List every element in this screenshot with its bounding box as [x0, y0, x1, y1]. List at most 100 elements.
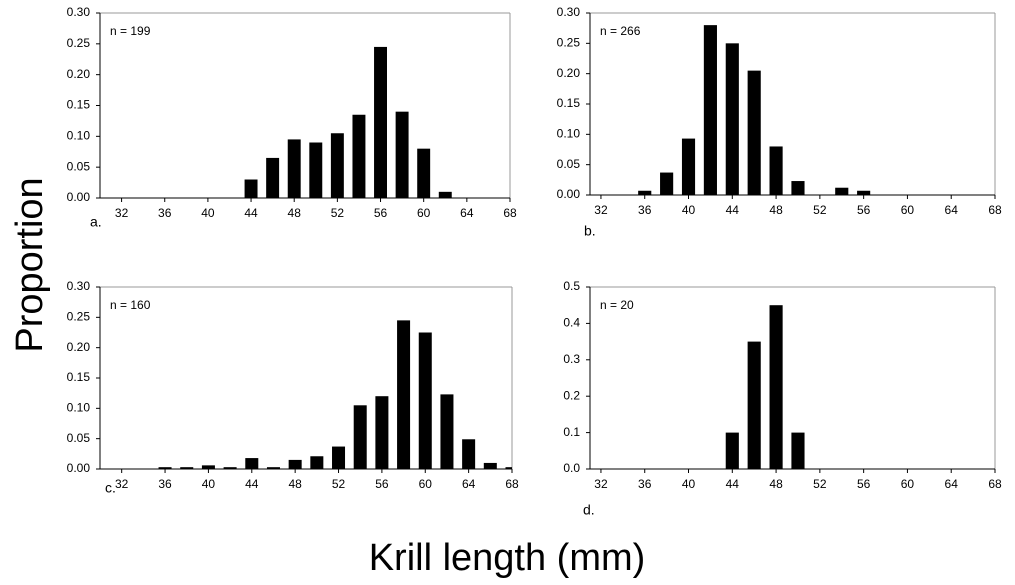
x-tick-label: 56: [375, 477, 389, 491]
panel-label: c.: [105, 480, 116, 496]
bar: [395, 111, 409, 198]
bar: [769, 146, 783, 195]
bar: [310, 456, 324, 469]
bar: [835, 187, 849, 195]
y-tick-label: 0.1: [563, 425, 580, 439]
y-tick-label: 0.30: [67, 5, 91, 19]
x-tick-label: 36: [638, 203, 652, 217]
bar: [288, 459, 302, 469]
y-tick-label: 0.00: [557, 187, 581, 201]
x-tick-label: 52: [813, 203, 827, 217]
y-tick-label: 0.15: [557, 96, 581, 110]
y-tick-label: 0.00: [67, 461, 91, 475]
y-tick-label: 0.15: [67, 370, 91, 384]
y-tick-label: 0.4: [563, 316, 580, 330]
x-tick-label: 60: [419, 477, 433, 491]
bar: [309, 142, 323, 198]
x-tick-label: 60: [901, 203, 915, 217]
bar: [703, 25, 717, 196]
x-tick-label: 68: [988, 477, 1002, 491]
x-tick-label: 68: [505, 477, 519, 491]
x-tick-label: 36: [638, 477, 652, 491]
y-tick-label: 0.30: [67, 279, 91, 293]
y-tick-label: 0.25: [67, 310, 91, 324]
bar: [791, 432, 805, 469]
bar: [332, 446, 346, 469]
x-tick-label: 36: [158, 477, 172, 491]
bar: [857, 190, 871, 195]
y-tick-label: 0.20: [67, 340, 91, 354]
bar: [180, 467, 194, 469]
panel-label: b.: [584, 223, 596, 239]
y-tick-label: 0.15: [67, 98, 91, 112]
x-tick-label: 44: [726, 203, 740, 217]
bar: [747, 70, 761, 195]
y-tick-label: 0.0: [563, 461, 580, 475]
bar: [483, 462, 497, 469]
x-tick-label: 60: [901, 477, 915, 491]
x-tick-label: 52: [331, 206, 345, 220]
y-tick-label: 0.5: [563, 279, 580, 293]
x-tick-label: 40: [202, 477, 216, 491]
y-tick-label: 0.2: [563, 388, 580, 402]
x-tick-label: 64: [945, 477, 959, 491]
bar: [681, 138, 696, 195]
y-tick-label: 0.3: [563, 352, 580, 366]
x-tick-label: 48: [288, 477, 302, 491]
x-tick-label: 64: [460, 206, 474, 220]
y-tick-label: 0.10: [67, 129, 91, 143]
x-tick-label: 48: [769, 203, 783, 217]
x-tick-label: 32: [115, 206, 129, 220]
panel-label: a.: [90, 214, 102, 230]
y-tick-label: 0.05: [67, 159, 91, 173]
x-tick-label: 52: [332, 477, 346, 491]
annotation: n = 20: [600, 298, 634, 312]
y-tick-label: 0.00: [67, 190, 91, 204]
bar: [725, 432, 739, 469]
bar: [223, 467, 237, 469]
y-tick-label: 0.20: [557, 66, 581, 80]
x-tick-label: 48: [769, 477, 783, 491]
x-tick-label: 44: [245, 477, 259, 491]
x-tick-label: 36: [158, 206, 172, 220]
x-tick-label: 56: [857, 477, 871, 491]
y-tick-label: 0.10: [557, 127, 581, 141]
y-tick-label: 0.20: [67, 67, 91, 81]
bar: [638, 190, 652, 195]
x-tick-label: 68: [988, 203, 1002, 217]
x-tick-label: 48: [288, 206, 302, 220]
x-tick-label: 32: [115, 477, 129, 491]
y-tick-label: 0.05: [67, 431, 91, 445]
y-tick-label: 0.30: [557, 5, 581, 19]
x-tick-label: 64: [945, 203, 959, 217]
x-axis-label: Krill length (mm): [369, 537, 646, 579]
x-tick-label: 40: [201, 206, 215, 220]
bar: [244, 179, 258, 198]
panel-label: d.: [583, 502, 595, 518]
y-tick-label: 0.25: [557, 36, 581, 50]
bar: [287, 139, 301, 198]
x-tick-label: 52: [813, 477, 827, 491]
bar: [769, 305, 783, 469]
y-tick-label: 0.05: [557, 157, 581, 171]
bar: [158, 467, 172, 469]
bar: [417, 148, 431, 198]
bar: [747, 341, 761, 469]
bar: [374, 46, 387, 198]
bar: [462, 439, 476, 469]
bar: [397, 320, 411, 469]
x-tick-label: 44: [726, 477, 740, 491]
x-tick-label: 56: [374, 206, 388, 220]
bar: [418, 332, 432, 469]
annotation: n = 199: [110, 24, 151, 38]
x-tick-label: 40: [682, 477, 696, 491]
x-tick-label: 68: [503, 206, 517, 220]
x-tick-label: 32: [594, 477, 608, 491]
bar: [353, 405, 367, 469]
bar: [352, 114, 366, 198]
x-tick-label: 40: [682, 203, 696, 217]
bar: [201, 465, 215, 469]
bar: [660, 172, 674, 195]
bar: [245, 458, 259, 469]
